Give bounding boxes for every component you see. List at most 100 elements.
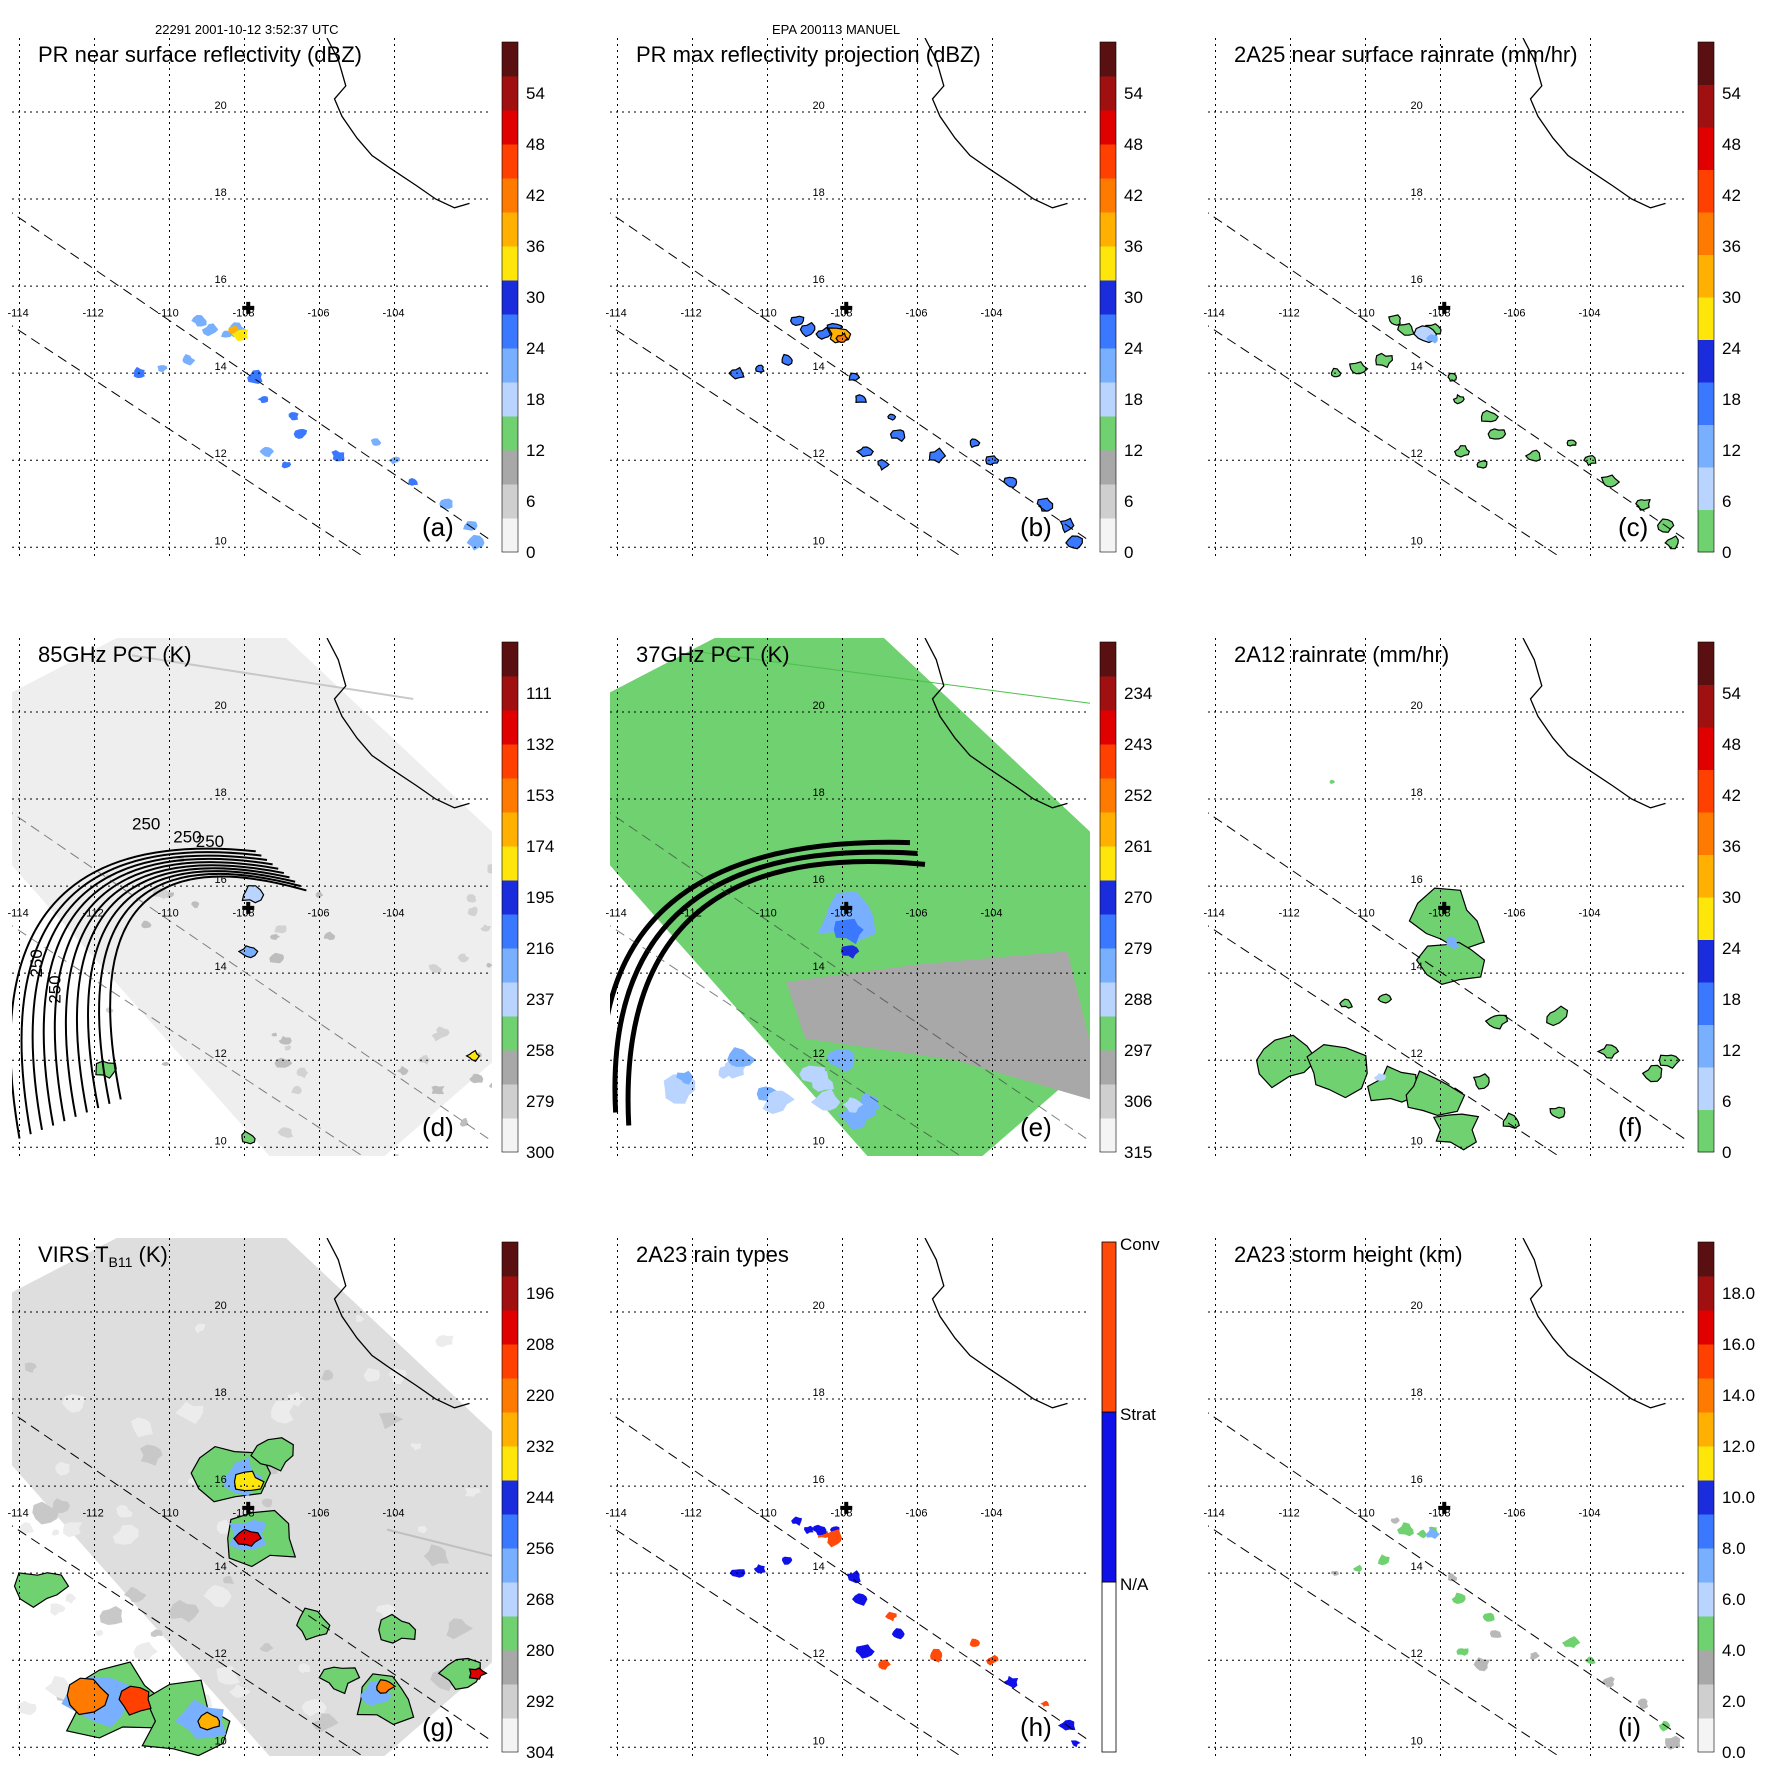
colorbar-segment	[502, 982, 518, 1017]
colorbar-tick-label: 2.0	[1722, 1692, 1746, 1711]
lat-tick-label: 12	[813, 448, 825, 460]
colorbar-tick-label: 304	[526, 1743, 554, 1762]
rain-cell	[889, 429, 906, 443]
colorbar-segment	[502, 1548, 518, 1583]
colorbar-segment	[1698, 254, 1714, 298]
colorbar-segment	[1698, 1718, 1714, 1753]
colorbar-tick-label: 8.0	[1722, 1539, 1746, 1558]
lat-tick-label: 14	[1411, 361, 1423, 373]
lat-tick-label: 18	[215, 187, 227, 199]
orbit-track	[386, 1528, 492, 1557]
rain-cell	[1658, 1720, 1671, 1732]
colorbar-tick-label: 237	[526, 990, 554, 1009]
lon-tick-label: -114	[1204, 308, 1225, 320]
cloud-texture	[112, 1524, 139, 1545]
storm-center-marker	[840, 901, 853, 914]
colorbar-tick-label: 24	[1722, 339, 1741, 358]
cold-cloud-region	[13, 1572, 70, 1609]
rain-cell	[1388, 314, 1401, 326]
cloud-texture	[131, 1417, 153, 1438]
scattering-region	[762, 1090, 795, 1115]
cloud-texture	[150, 1629, 163, 1638]
lon-tick-label: -112	[83, 308, 104, 320]
scan-edge-arc	[12, 847, 256, 1139]
scattering-region	[810, 1089, 841, 1111]
colorbar-tick-label: 243	[1124, 735, 1152, 754]
cloud-texture	[116, 1504, 133, 1518]
colorbar-segment	[502, 76, 518, 111]
colorbar-segment	[502, 914, 518, 949]
colorbar-tick-label: 300	[526, 1143, 554, 1162]
lon-tick-label: -104	[1579, 908, 1601, 920]
colorbar-segment	[1698, 1067, 1714, 1110]
colorbar-segment	[1698, 1109, 1714, 1153]
colorbar-segment	[1698, 1616, 1714, 1651]
lat-tick-label: 20	[813, 100, 825, 112]
colorbar-segment	[502, 1480, 518, 1515]
colorbar-tick-label: 12.0	[1722, 1437, 1755, 1456]
colorbar-tick-label: 6	[526, 492, 535, 511]
cloud-texture	[378, 1412, 404, 1430]
colorbar-tick-label: 0.0	[1722, 1743, 1746, 1762]
rain-cell	[855, 446, 874, 458]
cold-cloud-region	[359, 1680, 392, 1706]
cloud-texture	[321, 1369, 334, 1381]
panel-letter: (e)	[1020, 1112, 1052, 1142]
lat-tick-label: 14	[813, 361, 825, 373]
colorbar-segment	[502, 246, 518, 281]
rain-core	[1426, 334, 1438, 344]
rain-core	[1373, 1073, 1386, 1081]
panel-g: -114 -112 -110 -108 -106 -104201816141210VIRS…	[8, 1238, 554, 1762]
colorbar-tick-label: 0	[526, 543, 535, 562]
scattering-region	[826, 1048, 855, 1073]
colorbar-segment	[1101, 1581, 1117, 1753]
lat-tick-label: 16	[813, 874, 825, 886]
colorbar-tick-label: 252	[1124, 786, 1152, 805]
colorbar-segment	[1100, 144, 1116, 179]
lat-tick-label: 12	[215, 1648, 227, 1660]
contour-label: 250	[132, 815, 160, 834]
lat-tick-label: 10	[215, 1735, 227, 1747]
lon-tick-label: -114	[606, 308, 627, 320]
cloud-texture	[95, 1629, 104, 1637]
colorbar-segment	[502, 642, 518, 677]
colorbar-tick-label: 24	[1722, 939, 1741, 958]
rain-cell	[855, 394, 867, 404]
rain-core	[228, 325, 239, 334]
contour-label: 250	[27, 949, 46, 977]
lat-tick-label: 18	[1411, 1387, 1423, 1399]
colorbar-segment	[502, 1616, 518, 1651]
rain-cell	[247, 369, 263, 384]
panel-title-subscript: B11	[109, 1254, 133, 1270]
cold-cloud-core	[468, 1667, 488, 1680]
rain-cell	[781, 1556, 793, 1565]
coastline	[924, 38, 1068, 209]
rain-cell	[1036, 497, 1054, 512]
rain-cell	[878, 1659, 891, 1670]
colorbar-tick-label: 30	[1722, 888, 1741, 907]
rain-core	[835, 332, 849, 344]
colorbar-segment	[1100, 812, 1116, 847]
rain-cell	[1003, 1675, 1019, 1689]
cloud-texture	[152, 887, 169, 899]
lon-tick-label: -112	[1279, 908, 1300, 920]
cloud-texture	[464, 1487, 481, 1497]
map-content	[12, 1238, 492, 1756]
storm-center-marker	[1438, 901, 1451, 914]
lat-tick-label: 16	[1411, 1474, 1423, 1486]
panel-title: 37GHz PCT (K)	[636, 642, 790, 667]
panel-letter: (f)	[1618, 1112, 1643, 1142]
colorbar-segment	[502, 518, 518, 553]
rain-cell	[1348, 361, 1369, 375]
colorbar-tick-label: 6	[1124, 492, 1133, 511]
colorbar-tick-label: 279	[1124, 939, 1152, 958]
lon-tick-label: -112	[681, 908, 702, 920]
colorbar-segment	[502, 1310, 518, 1345]
cloud-texture	[375, 1604, 396, 1618]
colorbar-segment	[1698, 297, 1714, 340]
scattering-region	[95, 1060, 117, 1079]
lon-tick-label: -114	[1204, 908, 1225, 920]
coastline	[326, 1238, 470, 1409]
